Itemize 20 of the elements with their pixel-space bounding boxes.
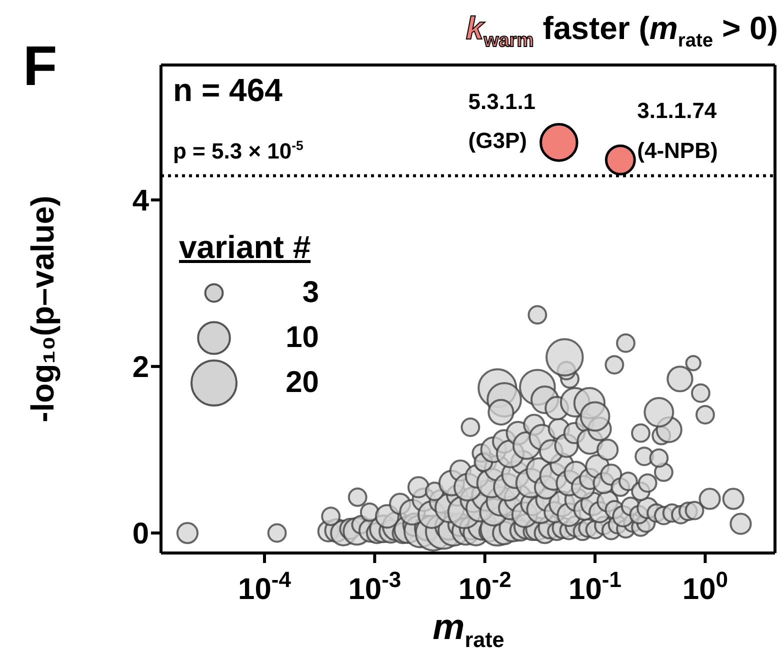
chart-title: k$_{warm}$ faster (m$_{rate}$ > 0) [466, 10, 778, 52]
legend-label: 20 [284, 366, 319, 400]
annotation: 5.3.1.1 (G3P) [468, 88, 536, 156]
y-tick-label: 2 [132, 351, 149, 384]
annotation: 3.1.1.74 (4-NPB) [637, 97, 718, 165]
x-tick-label: 10$^{0}$ [682, 566, 728, 606]
x-tick-label: 10$^{-3}$ [348, 566, 402, 606]
y-tick-label: 4 [132, 184, 150, 218]
legend-title: variant # [179, 229, 311, 265]
annotation: p = 5.3 × 10$^{-5}$ [173, 138, 304, 164]
x-tick-label: 10$^{-4}$ [238, 566, 292, 606]
legend-label: 10 [284, 320, 319, 354]
x-tick-label: 10$^{-1}$ [568, 566, 622, 606]
y-axis-title: -log₁₀(p–value) [24, 195, 60, 422]
annotation: n = 464 [173, 72, 282, 108]
legend-label: 3 [301, 276, 319, 310]
x-axis-title: m$_{rate}$ [432, 606, 504, 652]
x-tick-label: 10$^{-2}$ [458, 566, 512, 606]
text: F [23, 34, 58, 97]
y-tick-label: 0 [132, 518, 149, 551]
